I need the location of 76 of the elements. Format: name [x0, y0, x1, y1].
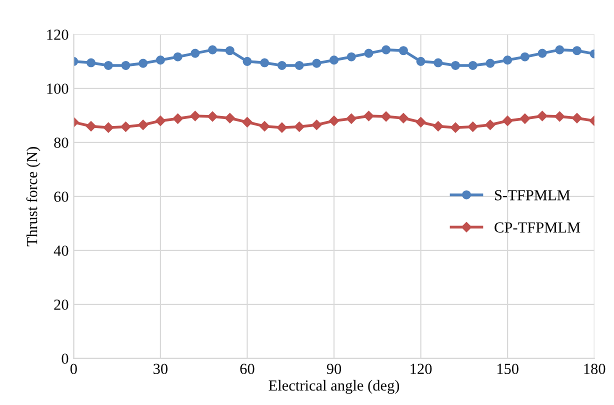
point [450, 60, 460, 70]
point [277, 60, 286, 70]
y-axis-title: Thrust force (N) [26, 147, 40, 246]
y-tick-label: 80 [54, 138, 68, 148]
point [328, 116, 340, 126]
point [503, 56, 512, 65]
x-tick-label: 0 [70, 364, 77, 374]
point [416, 117, 426, 128]
point [86, 58, 96, 68]
x-axis-title: Electrical angle (deg) [268, 380, 400, 394]
point [538, 48, 547, 58]
y-tick-label: 60 [54, 192, 68, 202]
point [502, 116, 513, 126]
point [190, 110, 200, 122]
point [468, 122, 478, 132]
point [155, 116, 166, 126]
point [398, 46, 408, 56]
point [364, 48, 374, 58]
point [120, 122, 131, 132]
point [103, 122, 114, 133]
y-tick-label: 120 [47, 30, 68, 40]
point [433, 121, 444, 132]
point [294, 122, 304, 132]
point [173, 52, 182, 62]
point [346, 114, 356, 124]
point [172, 114, 183, 124]
x-tick-label: 90 [326, 364, 342, 374]
point [485, 120, 496, 130]
point [398, 113, 409, 124]
point [121, 60, 130, 70]
y-tick-label: 40 [54, 246, 68, 256]
point [382, 45, 391, 54]
y-tick-label: 20 [54, 300, 68, 310]
y-tick-label: 0 [62, 354, 68, 364]
point [434, 58, 443, 68]
point [138, 120, 148, 130]
point [380, 111, 392, 122]
point [86, 121, 96, 132]
point [468, 60, 478, 70]
point [416, 56, 426, 66]
point [554, 111, 565, 122]
point [312, 58, 322, 68]
x-tick-label: 60 [240, 364, 254, 374]
point [364, 110, 374, 122]
x-tick-label: 120 [410, 364, 432, 374]
legend-label: S-TFPMLM [495, 190, 570, 200]
point [242, 117, 252, 128]
point [208, 45, 218, 54]
point [572, 113, 582, 124]
point [242, 56, 252, 66]
point [555, 45, 564, 54]
y-tick-label: 100 [47, 84, 68, 94]
point [104, 60, 113, 70]
point [224, 113, 235, 124]
point [486, 58, 495, 68]
point [207, 111, 218, 122]
point [294, 60, 304, 70]
point [225, 46, 234, 56]
point [260, 58, 270, 68]
point [520, 114, 530, 124]
x-tick-label: 180 [584, 364, 606, 374]
point [138, 58, 148, 68]
point [450, 122, 461, 133]
x-tick-label: 30 [154, 364, 168, 374]
point [572, 46, 582, 56]
point [312, 120, 322, 130]
point [259, 121, 270, 132]
point [520, 52, 530, 62]
point [537, 110, 548, 122]
point [276, 122, 288, 133]
point [346, 52, 356, 62]
legend-label: CP-TFPMLM [494, 222, 580, 233]
point [330, 56, 339, 65]
point [190, 48, 200, 58]
x-tick-label: 150 [497, 364, 518, 374]
point [156, 56, 165, 65]
